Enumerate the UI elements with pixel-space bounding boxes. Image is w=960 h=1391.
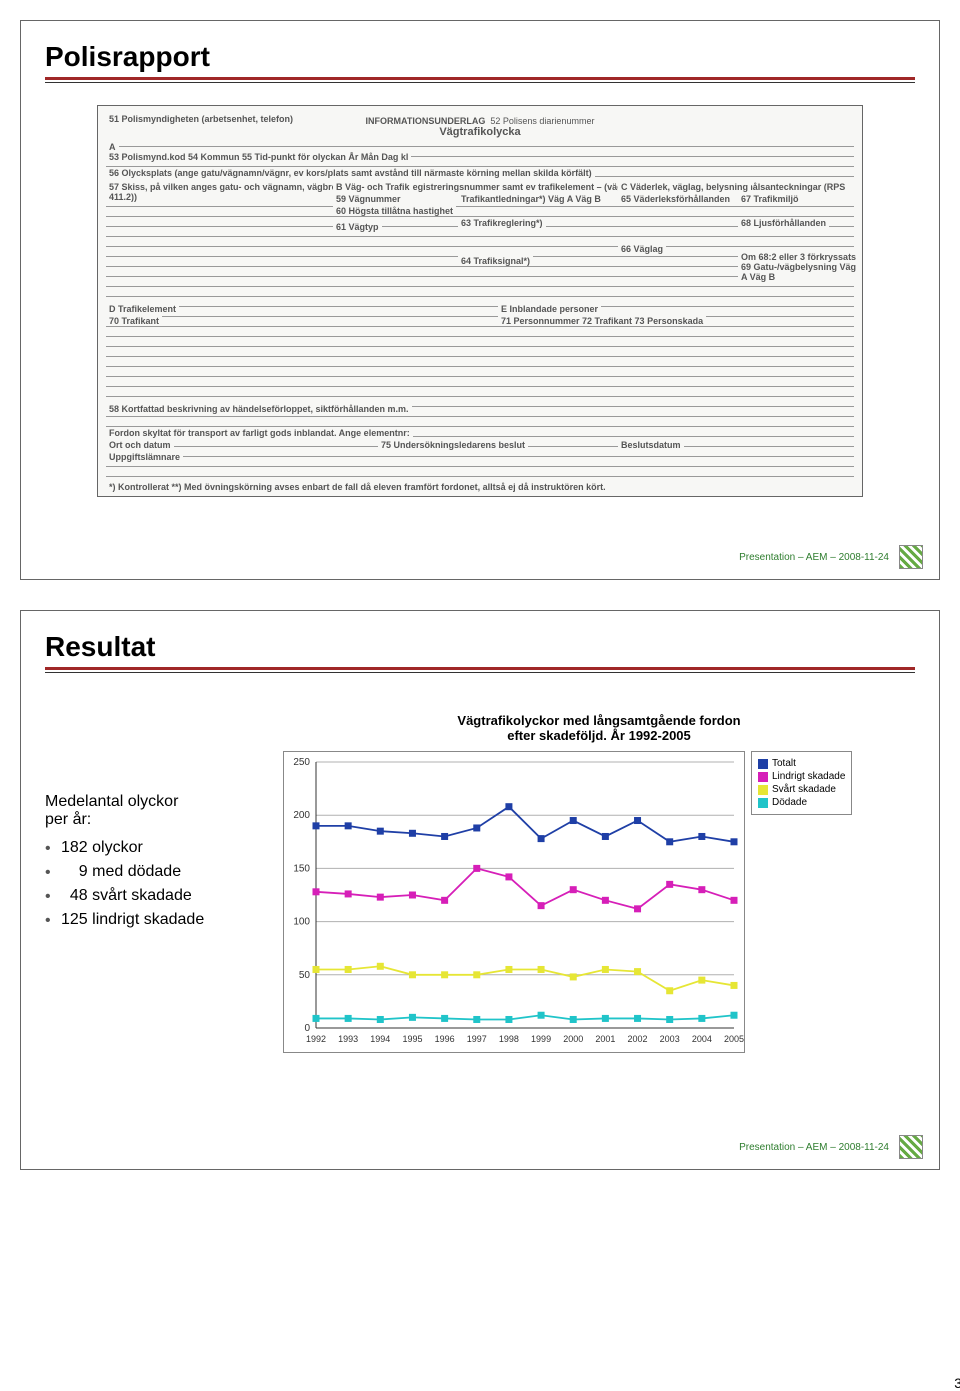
svg-text:1994: 1994 (370, 1034, 390, 1044)
form-header-sub: 52 Polisens diarienummer (490, 116, 594, 126)
legend-item: Totalt (758, 758, 845, 769)
form-uppgift: Uppgiftslämnare (106, 452, 183, 462)
form-section-c: C Väderlek, väglag, belysning (618, 182, 751, 192)
form-col67: 67 Trafikmiljö (738, 194, 802, 204)
svg-text:1996: 1996 (435, 1034, 455, 1044)
title-rule-thin (45, 82, 915, 83)
svg-text:50: 50 (299, 970, 311, 981)
form-header: INFORMATIONSUNDERLAG 52 Polisens diarien… (366, 116, 595, 138)
form-col66: 66 Väglag (618, 244, 666, 254)
legend-swatch-icon (758, 785, 768, 795)
form-col59: 59 Vägnummer (333, 194, 404, 204)
legend-swatch-icon (758, 759, 768, 769)
svg-text:1992: 1992 (306, 1034, 326, 1044)
svg-text:1997: 1997 (467, 1034, 487, 1044)
form-col69: 69 Gatu-/vägbelysning Väg A Väg B (738, 262, 862, 282)
summary-list: Medelantal olyckor per år: 182 olyckor 9… (45, 713, 265, 1053)
form-row56: 56 Olycksplats (ange gatu/vägnamn/vägnr,… (106, 168, 595, 178)
legend-swatch-icon (758, 772, 768, 782)
form-section-e: E Inblandade personer (498, 304, 601, 314)
svg-text:2002: 2002 (628, 1034, 648, 1044)
legend-swatch-icon (758, 798, 768, 808)
chart-title: Vägtrafikolyckor med långsamtgående ford… (283, 713, 915, 743)
line-chart: 0 50 100 150 200 250 1992 1993 1994 1995 1996 1997 1… (283, 751, 745, 1053)
legend-label: Totalt (772, 758, 796, 769)
form-ortdatum: Ort och datum (106, 440, 174, 450)
summary-item: 48 svårt skadade (45, 887, 265, 905)
svg-text:2000: 2000 (563, 1034, 583, 1044)
svg-text:150: 150 (293, 863, 310, 874)
footer-logo-icon (899, 1135, 923, 1159)
legend-item: Svårt skadade (758, 784, 845, 795)
svg-text:1999: 1999 (531, 1034, 551, 1044)
slide1-title: Polisrapport (45, 41, 915, 73)
slide2-title: Resultat (45, 631, 915, 663)
form-section-b: B Väg- och Trafik (333, 182, 413, 192)
legend-label: Dödade (772, 797, 807, 808)
svg-text:100: 100 (293, 917, 310, 928)
slide-resultat: Resultat Medelantal olyckor per år: 182 … (20, 610, 940, 1170)
form-col65: 65 Väderleksförhållanden (618, 194, 733, 204)
legend-item: Dödade (758, 797, 845, 808)
svg-text:1995: 1995 (402, 1034, 422, 1044)
chart-legend: Totalt Lindrigt skadade Svårt skadade Dödad… (751, 751, 852, 815)
svg-text:1998: 1998 (499, 1034, 519, 1044)
form-row51: 51 Polismyndigheten (arbetsenhet, telefo… (106, 114, 296, 124)
slide-polisrapport: Polisrapport INFORMATIONSUNDERLAG 52 Pol… (20, 20, 940, 580)
form-70: 70 Trafikant (106, 316, 162, 326)
summary-item: 9 med dödade (45, 863, 265, 881)
form-col64: 64 Trafiksignal*) (458, 256, 533, 266)
form-col63: 63 Trafikreglering*) (458, 218, 546, 228)
svg-text:250: 250 (293, 757, 310, 768)
svg-text:2004: 2004 (692, 1034, 712, 1044)
form-col60: 60 Högsta tillåtna hastighet (333, 206, 456, 216)
summary-intro: Medelantal olyckor per år: (45, 793, 265, 829)
form-col68: 68 Ljusförhållanden (738, 218, 829, 228)
form-row58: 58 Kortfattad beskrivning av händelseför… (106, 404, 412, 414)
form-kontroll: *) Kontrollerat **) Med övningskörning a… (106, 482, 609, 492)
form-header-top: INFORMATIONSUNDERLAG (366, 116, 486, 126)
legend-item: Lindrigt skadade (758, 771, 845, 782)
form-section-a: A (106, 142, 119, 152)
form-col61: 61 Vägtyp (333, 222, 382, 232)
footer-text: Presentation – AEM – 2008-11-24 (739, 1142, 889, 1153)
police-form: INFORMATIONSUNDERLAG 52 Polisens diarien… (97, 105, 863, 497)
chart-area: Vägtrafikolyckor med långsamtgående ford… (283, 713, 915, 1053)
slide1-footer: Presentation – AEM – 2008-11-24 (739, 545, 923, 569)
form-section-d: D Trafikelement (106, 304, 179, 314)
summary-item: 182 olyckor (45, 839, 265, 857)
legend-label: Svårt skadade (772, 784, 836, 795)
form-71-73: 71 Personnummer 72 Trafikant 73 Personsk… (498, 316, 706, 326)
form-col69-title: Om 68:2 eller 3 förkryssats (738, 252, 859, 262)
form-beslutdatum: Beslutsdatum (618, 440, 684, 450)
legend-label: Lindrigt skadade (772, 771, 845, 782)
title-rule (45, 667, 915, 670)
summary-item: 125 lindrigt skadade (45, 911, 265, 929)
form-col62: Trafikantledningar*) Väg A Väg B (458, 194, 604, 204)
svg-text:0: 0 (304, 1023, 310, 1034)
form-fordonskyl: Fordon skyltat för transport av farligt … (106, 428, 413, 438)
page-number: 3 (954, 1375, 960, 1391)
title-rule (45, 77, 915, 80)
svg-text:2005: 2005 (724, 1034, 744, 1044)
svg-text:2001: 2001 (595, 1034, 615, 1044)
form-75: 75 Undersökningsledarens beslut (378, 440, 528, 450)
svg-text:1993: 1993 (338, 1034, 358, 1044)
svg-text:200: 200 (293, 810, 310, 821)
footer-logo-icon (899, 545, 923, 569)
footer-text: Presentation – AEM – 2008-11-24 (739, 552, 889, 563)
svg-text:2003: 2003 (660, 1034, 680, 1044)
form-header-main: Vägtrafikolycka (366, 126, 595, 138)
slide2-footer: Presentation – AEM – 2008-11-24 (739, 1135, 923, 1159)
form-row53: 53 Polismynd.kod 54 Kommun 55 Tid-punkt … (106, 152, 411, 162)
title-rule-thin (45, 672, 915, 673)
